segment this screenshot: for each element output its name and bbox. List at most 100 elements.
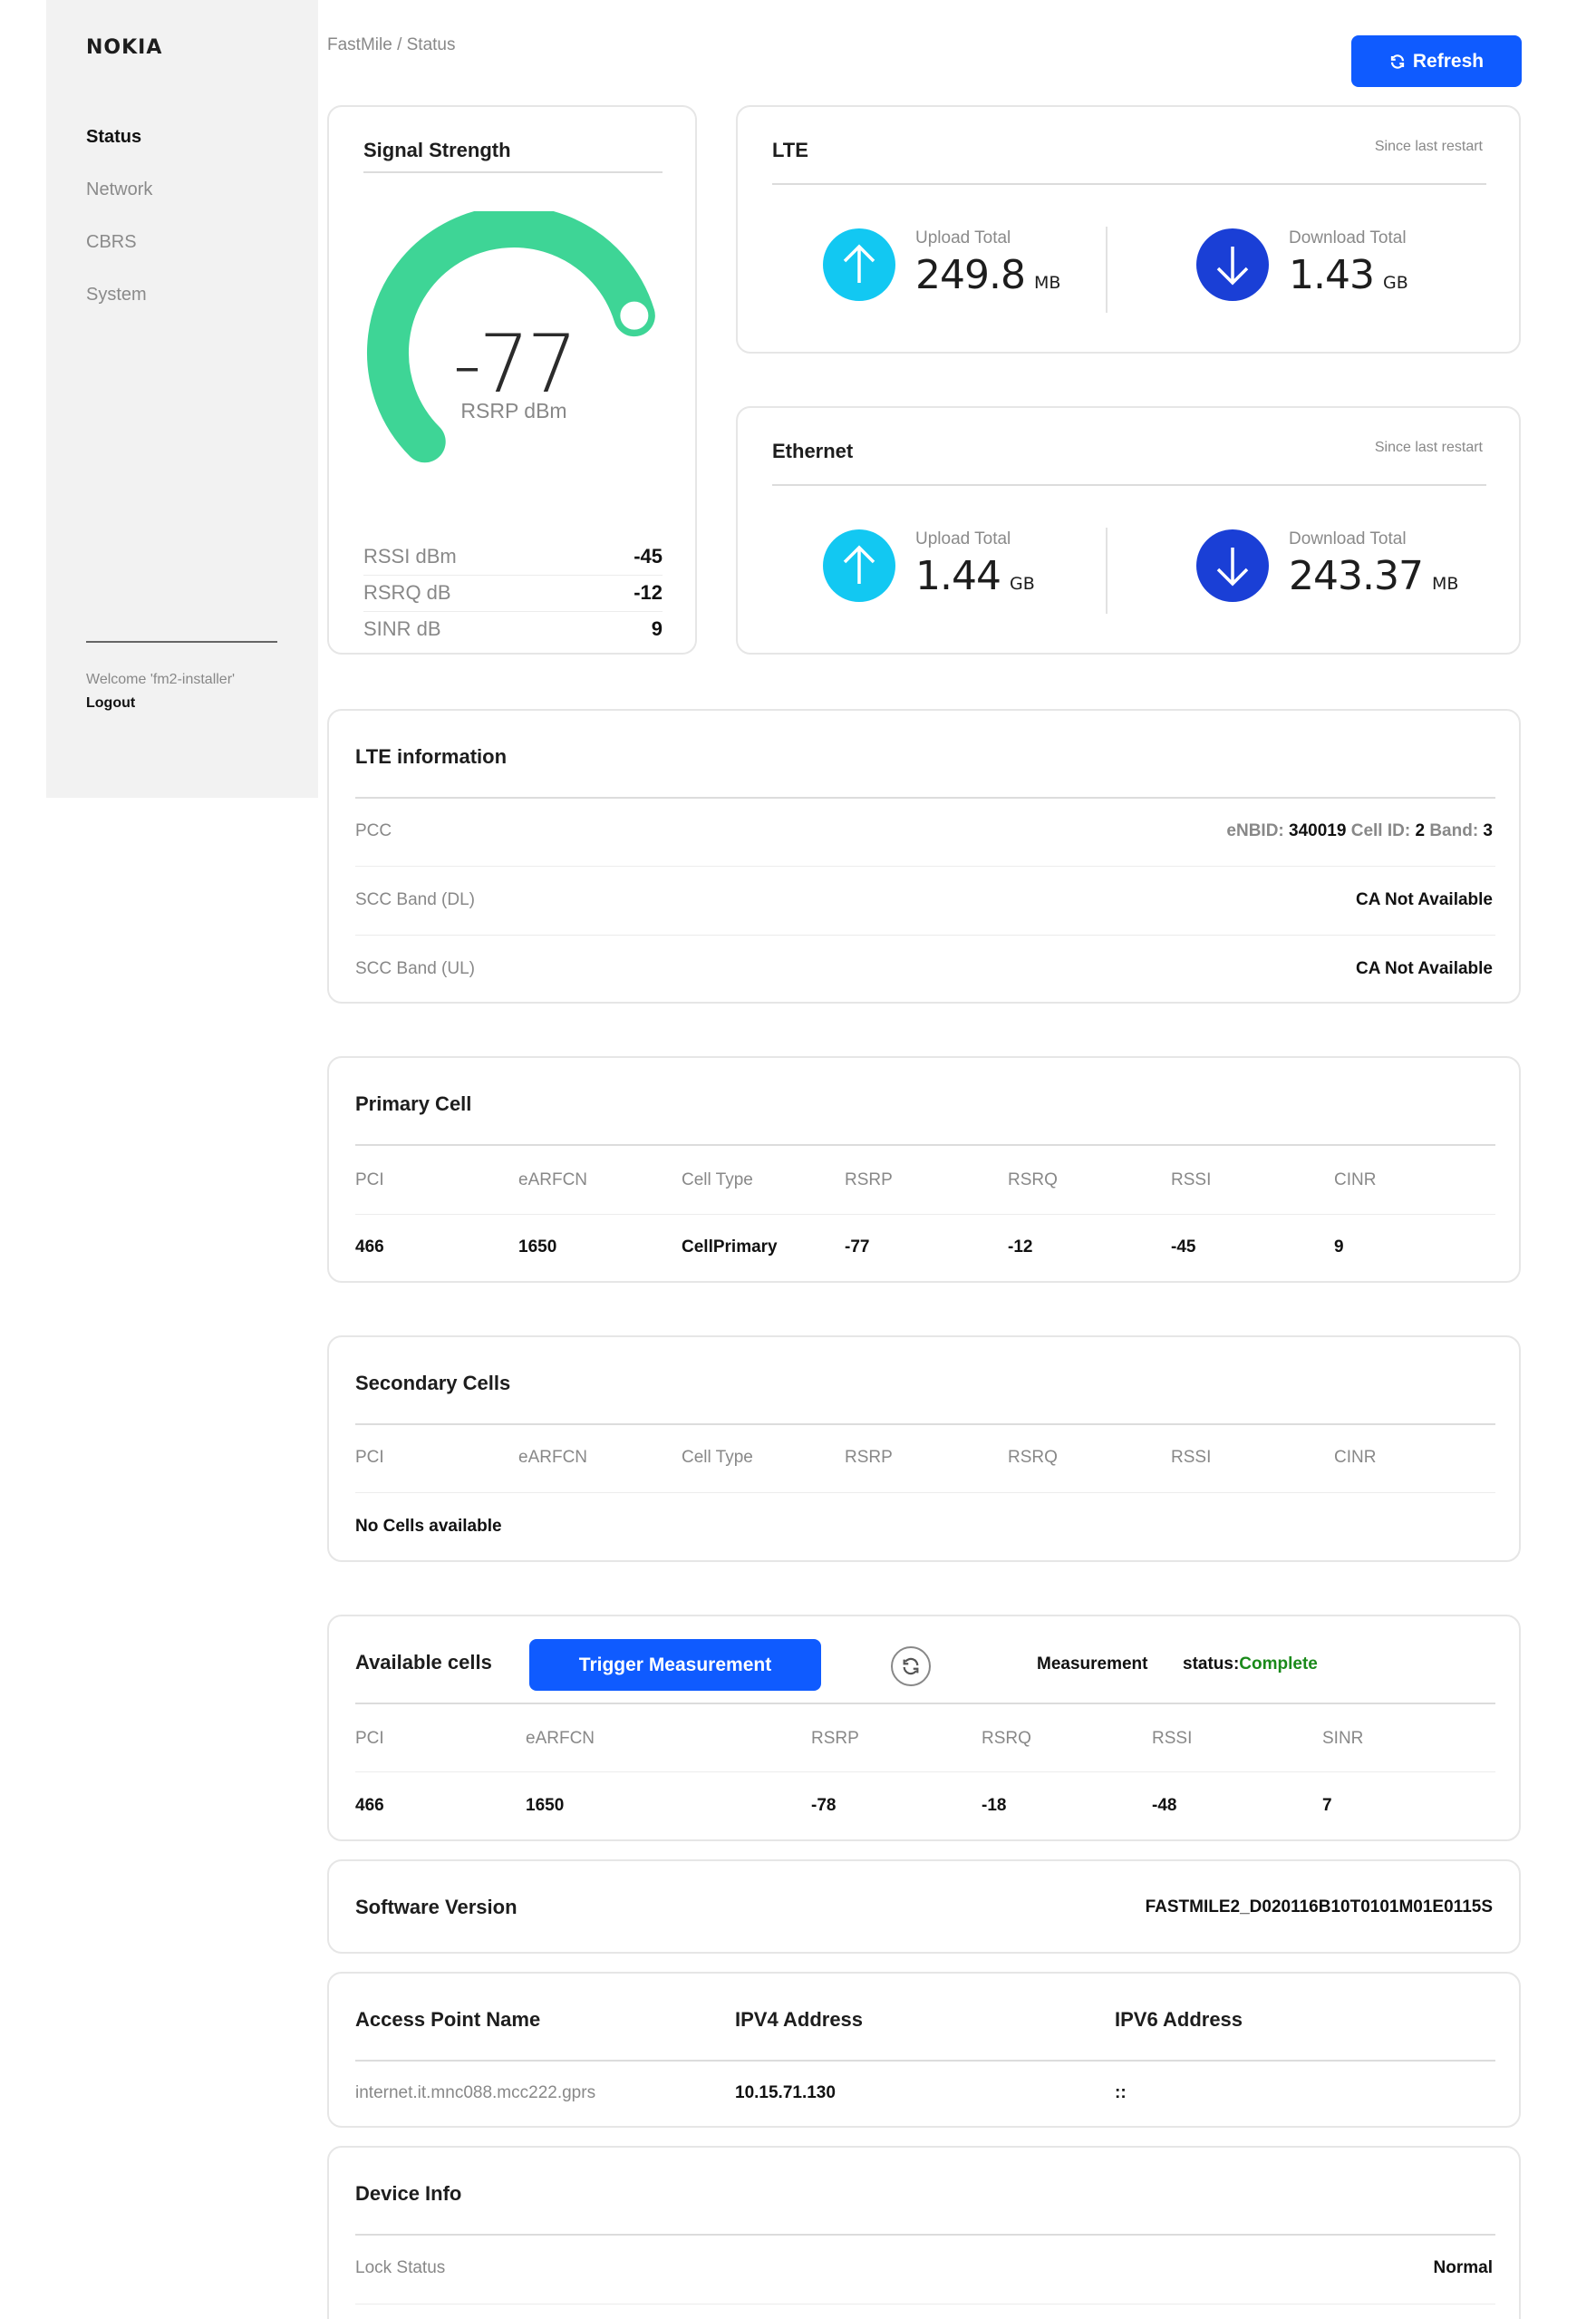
lte-upload-label: Upload Total — [915, 228, 1011, 247]
header-cell-type: Cell Type — [682, 1448, 753, 1467]
ethernet-upload-total: 1.44 GB — [915, 553, 1035, 599]
rsrp-unit: RSRP dBm — [460, 399, 567, 422]
measurement-status: status:Complete — [1183, 1654, 1318, 1674]
scc-ul-label: SCC Band (UL) — [355, 959, 475, 978]
rssi-label: RSSI dBm — [363, 545, 457, 568]
header-rsrq: RSRQ — [982, 1729, 1031, 1748]
lte-information-title: LTE information — [355, 745, 508, 768]
lte-upload-unit: MB — [1033, 273, 1061, 293]
arrow-down-icon — [1216, 548, 1249, 587]
sidebar: NOKIA Status Network CBRS System Welcome… — [46, 0, 318, 798]
arrow-up-icon — [843, 244, 875, 283]
lte-download-value: 1.43 — [1289, 252, 1375, 298]
header-rsrp: RSRP — [845, 1448, 893, 1467]
rssi-row: RSSI dBm -45 — [363, 539, 663, 575]
header-sinr: SINR — [1322, 1729, 1364, 1748]
sidebar-divider — [86, 641, 277, 643]
logout-link[interactable]: Logout — [86, 695, 136, 711]
refresh-button[interactable]: Refresh — [1351, 35, 1522, 87]
header-pci: PCI — [355, 1170, 384, 1189]
divider — [355, 935, 1495, 936]
divider — [355, 1771, 1495, 1772]
cellid-label: Cell ID: — [1350, 821, 1411, 840]
ethernet-upload-value: 1.44 — [915, 553, 1001, 599]
header-rsrq: RSRQ — [1008, 1170, 1058, 1189]
sinr-label: SINR dB — [363, 617, 441, 640]
software-version-card: Software Version FASTMILE2_D020116B10T01… — [327, 1859, 1521, 1954]
sidebar-item-cbrs[interactable]: CBRS — [86, 232, 137, 252]
divider — [355, 1423, 1495, 1425]
available-cells-title: Available cells — [355, 1651, 492, 1674]
divider — [355, 1214, 1495, 1215]
header-cinr: CINR — [1334, 1170, 1377, 1189]
divider — [772, 484, 1486, 486]
lte-download-label: Download Total — [1289, 228, 1407, 247]
divider — [1106, 227, 1108, 313]
sinr-row: SINR dB 9 — [363, 611, 663, 647]
lock-status-label: Lock Status — [355, 2258, 446, 2277]
pcc-label: PCC — [355, 821, 392, 840]
scc-ul-value: CA Not Available — [1356, 959, 1493, 978]
header-rsrp: RSRP — [845, 1170, 893, 1189]
arrow-down-icon — [1216, 247, 1249, 286]
rsrp-value: -77 — [452, 317, 578, 411]
cell-rsrp: -77 — [845, 1237, 870, 1257]
divider — [363, 171, 663, 173]
ethernet-upload-unit: GB — [1009, 574, 1035, 594]
signal-strength-card: Signal Strength -77 RSRP dBm RSSI dBm -4… — [327, 105, 697, 655]
software-version-value: FASTMILE2_D020116B10T0101M01E0115S — [1145, 1897, 1493, 1916]
header-pci: PCI — [355, 1729, 384, 1748]
sidebar-nav: Status Network CBRS System — [86, 125, 152, 335]
ethernet-download-total: 243.37 MB — [1289, 553, 1458, 599]
signal-strength-title: Signal Strength — [363, 139, 511, 161]
header-rsrq: RSRQ — [1008, 1448, 1058, 1467]
divider — [355, 1703, 1495, 1704]
sidebar-item-status[interactable]: Status — [86, 127, 142, 147]
enbid-label: eNBID: — [1226, 821, 1284, 840]
divider — [363, 611, 663, 612]
divider — [355, 2234, 1495, 2236]
cell-pci: 466 — [355, 1796, 384, 1815]
header-pci: PCI — [355, 1448, 384, 1467]
sidebar-item-system[interactable]: System — [86, 285, 147, 305]
ethernet-title: Ethernet — [772, 440, 854, 462]
header-rssi: RSSI — [1171, 1170, 1212, 1189]
rsrp-gauge — [367, 211, 655, 463]
pcc-value: eNBID: 340019 Cell ID: 2 Band: 3 — [1226, 821, 1493, 841]
ethernet-download-label: Download Total — [1289, 529, 1407, 548]
rsrq-value: -12 — [634, 581, 663, 604]
refresh-icon — [903, 1657, 919, 1675]
header-earfcn: eARFCN — [526, 1729, 595, 1748]
lte-title: LTE — [772, 139, 808, 161]
refresh-measurement-button[interactable] — [891, 1646, 931, 1686]
band-value: 3 — [1483, 821, 1493, 840]
divider — [355, 1144, 1495, 1146]
rsrq-label: RSRQ dB — [363, 581, 451, 604]
cellid-value: 2 — [1415, 821, 1426, 840]
lte-download-unit: GB — [1382, 273, 1408, 293]
upload-circle — [823, 529, 895, 602]
cell-earfcn: 1650 — [518, 1237, 557, 1257]
cell-cinr: 9 — [1334, 1237, 1344, 1257]
sidebar-item-network[interactable]: Network — [86, 180, 153, 199]
ipv4-value: 10.15.71.130 — [735, 2083, 836, 2102]
header-earfcn: eARFCN — [518, 1170, 588, 1189]
lte-information-card: LTE information PCC eNBID: 340019 Cell I… — [327, 709, 1521, 1004]
nokia-logo: NOKIA — [86, 36, 163, 59]
status-value: Complete — [1239, 1654, 1318, 1674]
sinr-value: 9 — [651, 617, 663, 640]
cell-rssi: -48 — [1152, 1796, 1177, 1815]
cell-rsrq: -18 — [982, 1796, 1007, 1815]
header-cinr: CINR — [1334, 1448, 1377, 1467]
apn-value: internet.it.mnc088.mcc222.gprs — [355, 2083, 596, 2102]
ethernet-upload-label: Upload Total — [915, 529, 1011, 548]
lte-since: Since last restart — [1374, 139, 1483, 154]
trigger-measurement-button[interactable]: Trigger Measurement — [529, 1639, 821, 1691]
band-label: Band: — [1429, 821, 1479, 840]
device-info-title: Device Info — [355, 2182, 462, 2205]
cell-rsrp: -78 — [811, 1796, 837, 1815]
lte-upload-value: 249.8 — [915, 252, 1026, 298]
welcome-text: Welcome 'fm2-installer' — [86, 672, 236, 687]
refresh-icon — [1390, 53, 1405, 69]
apn-card: Access Point Name IPV4 Address IPV6 Addr… — [327, 1972, 1521, 2128]
